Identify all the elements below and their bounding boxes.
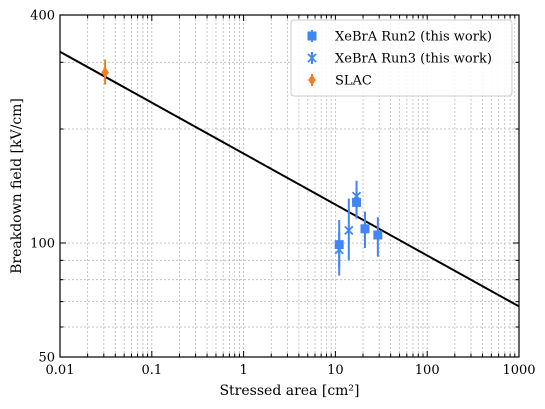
x-tick-label: 1000 [502, 363, 535, 378]
fit-line-group [59, 50, 520, 308]
x-tick-label: 10 [327, 363, 344, 378]
x-axis-label: Stressed area [cm²] [219, 383, 359, 399]
y-tick-label: 100 [30, 237, 55, 252]
legend-entry-label: XeBrA Run3 (this work) [335, 52, 492, 67]
y-tick-label: 50 [38, 351, 55, 366]
data-point-x [344, 225, 354, 235]
legend-marker-square [307, 31, 317, 41]
axis-ticks [59, 14, 520, 358]
fit-line [59, 50, 520, 308]
x-tick-label: 100 [415, 363, 440, 378]
plot-frame [59, 14, 520, 358]
data-point-x [351, 191, 362, 201]
legend-entry-label: XeBrA Run2 (this work) [335, 30, 492, 45]
legend-marker-x [307, 53, 317, 63]
y-axis-label: Breakdown field [kV/cm] [9, 98, 25, 274]
y-tick-label: 400 [30, 9, 55, 24]
legend-entry-label: SLAC [335, 74, 372, 89]
data-points [101, 59, 383, 276]
data-point-x [334, 245, 344, 255]
x-tick-label: 0.1 [141, 363, 162, 378]
data-point-square [373, 230, 383, 240]
legend: XeBrA Run2 (this work) XeBrA Run3 (this w… [290, 19, 513, 97]
x-tick-label: 1 [239, 363, 247, 378]
legend-box [290, 19, 513, 97]
data-point-diamond [101, 66, 109, 78]
data-point-square [360, 224, 370, 234]
x-tick-label: 0.01 [46, 363, 75, 378]
legend-marker-diamond [308, 74, 316, 86]
tick-labels: 0.01 0.1 1 10 100 1000 50 100 400 [30, 9, 535, 379]
